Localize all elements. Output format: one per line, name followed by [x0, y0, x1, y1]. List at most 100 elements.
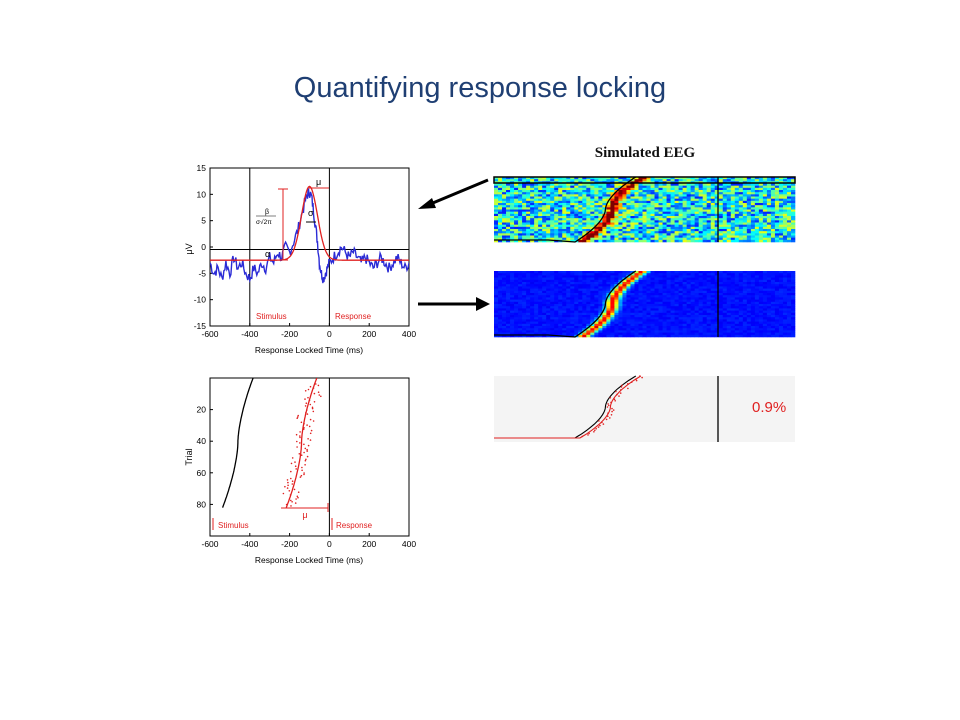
heatmap-cell — [686, 299, 691, 303]
heatmap-cell — [714, 332, 720, 336]
heatmap-cell — [658, 183, 663, 186]
heatmap-cell — [598, 319, 603, 322]
heatmap-cell — [554, 315, 559, 318]
heatmap-cell — [562, 273, 567, 276]
heatmap-cell — [558, 205, 563, 208]
heatmap-cell — [594, 321, 599, 325]
heatmap-cell — [654, 231, 659, 234]
heatmap-cell — [506, 179, 511, 182]
heatmap-cell — [598, 239, 603, 243]
heatmap-cell — [638, 207, 643, 210]
heatmap-cell — [594, 282, 599, 285]
heatmap-cell — [746, 198, 752, 202]
heatmap-cell — [614, 334, 619, 338]
heatmap-cell — [526, 233, 531, 236]
heatmap-cell — [622, 317, 627, 320]
heatmap-cell — [738, 203, 744, 206]
heatmap-cell — [530, 293, 535, 296]
heatmap-cell — [746, 284, 752, 287]
heatmap-cell — [574, 315, 579, 318]
heatmap-cell — [754, 179, 760, 182]
overlay-dot — [599, 424, 601, 427]
heatmap-cell — [646, 229, 651, 232]
heatmap-cell — [650, 177, 655, 180]
heatmap-cell — [570, 222, 575, 225]
heatmap-cell — [650, 179, 655, 182]
heatmap-cell — [666, 196, 671, 199]
heatmap-cell — [498, 279, 503, 283]
heatmap-cell — [646, 310, 651, 314]
heatmap-cell — [586, 277, 591, 281]
heatmap-cell — [618, 310, 623, 314]
heatmap-cell — [514, 317, 519, 320]
heatmap-cell — [554, 275, 559, 278]
heatmap-cell — [618, 187, 623, 191]
heatmap-cell — [562, 220, 567, 223]
heatmap-cell — [666, 213, 671, 217]
heatmap-cell — [522, 239, 527, 243]
heatmap-cell — [626, 220, 631, 223]
heatmap-cell — [598, 317, 603, 320]
heatmap-cell — [686, 198, 691, 202]
heatmap-cell — [706, 179, 712, 182]
heatmap-cell — [534, 286, 539, 289]
heatmap-cell — [750, 326, 756, 329]
heatmap-cell — [534, 207, 539, 210]
heatmap-cell — [506, 231, 511, 234]
heatmap-cell — [498, 192, 503, 195]
heatmap-cell — [562, 231, 567, 234]
heatmap-cell — [610, 315, 615, 318]
heatmap-cell — [506, 216, 511, 219]
heatmap-cell — [726, 216, 732, 219]
heatmap-cell — [546, 330, 551, 333]
heatmap-cell — [558, 229, 563, 232]
heatmap-cell — [654, 190, 659, 193]
heatmap-cell — [598, 198, 603, 202]
heatmap-cell — [526, 319, 531, 322]
heatmap-cell — [706, 334, 712, 338]
heatmap-cell — [578, 284, 583, 287]
heatmap-cell — [658, 211, 663, 215]
heatmap-cell — [498, 321, 503, 325]
heatmap-cell — [634, 192, 639, 195]
heatmap-cell — [662, 207, 667, 210]
heatmap-cell — [542, 237, 547, 241]
heatmap-cell — [642, 317, 647, 320]
heatmap-cell — [502, 213, 507, 217]
heatmap-cell — [618, 177, 623, 180]
heatmap-cell — [754, 301, 760, 305]
heatmap-cell — [658, 185, 663, 189]
heatmap-cell — [710, 220, 716, 223]
heatmap-cell — [538, 330, 543, 333]
heatmap-cell — [582, 239, 587, 243]
heatmap-cell — [766, 328, 772, 331]
heatmap-cell — [626, 304, 631, 307]
heatmap-cell — [754, 310, 760, 314]
heatmap-cell — [746, 297, 752, 300]
heatmap-cell — [778, 203, 784, 206]
heatmap-cell — [598, 332, 603, 336]
heatmap-cell — [754, 297, 760, 300]
heatmap-cell — [690, 271, 695, 274]
heatmap-cell — [518, 220, 523, 223]
heatmap-cell — [546, 205, 551, 208]
heatmap-cell — [634, 306, 639, 309]
heatmap-cell — [550, 330, 555, 333]
heatmap-cell — [546, 277, 551, 281]
heatmap-cell — [586, 293, 591, 296]
heatmap-cell — [754, 216, 760, 219]
heatmap-cell — [770, 196, 776, 199]
heatmap-cell — [674, 198, 679, 202]
heatmap-cell — [746, 235, 752, 238]
heatmap-cell — [578, 203, 583, 206]
heatmap-cell — [614, 198, 619, 202]
heatmap-cell — [734, 211, 740, 215]
heatmap-cell — [630, 233, 635, 236]
heatmap-cell — [638, 277, 643, 281]
heatmap-cell — [754, 293, 760, 296]
heatmap-cell — [494, 310, 499, 314]
heatmap-cell — [730, 224, 736, 228]
heatmap-cell — [762, 224, 768, 228]
heatmap-cell — [690, 290, 695, 294]
heatmap-cell — [742, 317, 748, 320]
